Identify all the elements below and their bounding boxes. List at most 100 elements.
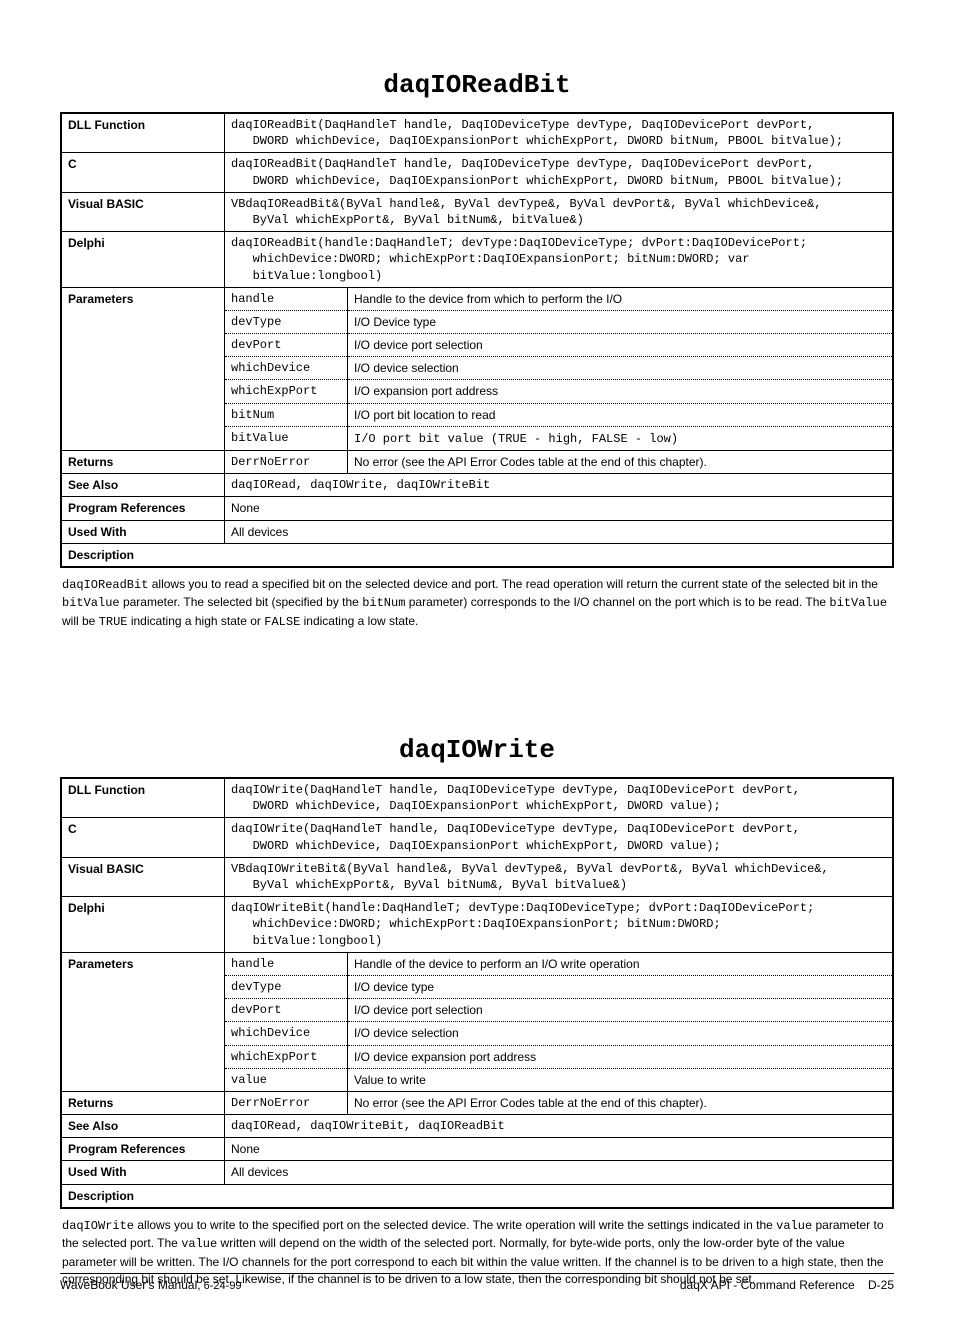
row-delphi: Delphi daqIOWriteBit(handle:DaqHandleT; … [61, 897, 893, 953]
label-usedwith: Used With [61, 520, 225, 543]
t: daqIOWrite [62, 1219, 134, 1233]
param-desc: I/O port bit value (TRUE - high, FALSE -… [348, 426, 894, 450]
val-progref: None [225, 497, 894, 520]
row-returns: Returns DerrNoError No error (see the AP… [61, 451, 893, 474]
row-seealso: See Also daqIORead, daqIOWrite, daqIOWri… [61, 474, 893, 497]
val-c: daqIOWrite(DaqHandleT handle, DaqIODevic… [225, 818, 894, 857]
t: bitValue [829, 596, 887, 610]
row-progref: Program References None [61, 1138, 893, 1161]
param-desc: I/O device selection [348, 1022, 894, 1045]
val-progref: None [225, 1138, 894, 1161]
param-name: value [225, 1068, 348, 1091]
func2-title: daqIOWrite [60, 735, 894, 765]
param-name: handle [225, 287, 348, 310]
param-name: handle [225, 952, 348, 975]
row-vb: Visual BASIC VBdaqIOReadBit&(ByVal handl… [61, 192, 893, 231]
returns-name: DerrNoError [225, 1091, 348, 1114]
label-dll: DLL Function [61, 778, 225, 818]
val-seealso: daqIORead, daqIOWrite, daqIOWriteBit [225, 474, 894, 497]
val-dll: daqIOReadBit(DaqHandleT handle, DaqIODev… [225, 113, 894, 153]
row-usedwith: Used With All devices [61, 1161, 893, 1184]
param-desc: Handle of the device to perform an I/O w… [348, 952, 894, 975]
label-description: Description [61, 1184, 893, 1208]
t: allows you to write to the specified por… [134, 1218, 776, 1232]
param-name: whichDevice [225, 1022, 348, 1045]
label-progref: Program References [61, 1138, 225, 1161]
row-description: Description [61, 543, 893, 567]
param-name: devType [225, 975, 348, 998]
param-name: devPort [225, 999, 348, 1022]
val-seealso: daqIORead, daqIOWriteBit, daqIOReadBit [225, 1115, 894, 1138]
label-vb: Visual BASIC [61, 857, 225, 896]
t: allows you to read a specified bit on th… [148, 577, 878, 591]
t: TRUE [99, 615, 128, 629]
row-dll: DLL Function daqIOWrite(DaqHandleT handl… [61, 778, 893, 818]
label-delphi: Delphi [61, 897, 225, 953]
label-progref: Program References [61, 497, 225, 520]
t: indicating a high state or [128, 614, 265, 628]
val-delphi: daqIOReadBit(handle:DaqHandleT; devType:… [225, 232, 894, 288]
val-delphi: daqIOWriteBit(handle:DaqHandleT; devType… [225, 897, 894, 953]
label-c: C [61, 153, 225, 192]
label-dll: DLL Function [61, 113, 225, 153]
t: value [776, 1219, 812, 1233]
param-name: bitNum [225, 403, 348, 426]
row-usedwith: Used With All devices [61, 520, 893, 543]
param-desc: I/O device selection [348, 357, 894, 380]
func1-title: daqIOReadBit [60, 70, 894, 100]
label-usedwith: Used With [61, 1161, 225, 1184]
func1-table: DLL Function daqIOReadBit(DaqHandleT han… [60, 112, 894, 568]
param-name: devPort [225, 334, 348, 357]
footer-section: daqX API - Command Reference [680, 1278, 855, 1292]
row-param: Parameters handle Handle of the device t… [61, 952, 893, 975]
row-returns: Returns DerrNoError No error (see the AP… [61, 1091, 893, 1114]
val-dll: daqIOWrite(DaqHandleT handle, DaqIODevic… [225, 778, 894, 818]
param-desc: Value to write [348, 1068, 894, 1091]
footer-page: D-25 [868, 1278, 894, 1292]
label-delphi: Delphi [61, 232, 225, 288]
row-progref: Program References None [61, 497, 893, 520]
param-desc: I/O device expansion port address [348, 1045, 894, 1068]
val-vb: VBdaqIOWriteBit&(ByVal handle&, ByVal de… [225, 857, 894, 896]
row-c: C daqIOWrite(DaqHandleT handle, DaqIODev… [61, 818, 893, 857]
param-desc: I/O device port selection [348, 999, 894, 1022]
footer-left: WaveBook User's Manual, 6-24-99 [60, 1278, 242, 1292]
label-seealso: See Also [61, 474, 225, 497]
row-param: Parameters handle Handle to the device f… [61, 287, 893, 310]
param-desc: I/O port bit location to read [348, 403, 894, 426]
param-name: whichExpPort [225, 1045, 348, 1068]
label-c: C [61, 818, 225, 857]
t: value [181, 1237, 217, 1251]
returns-desc: No error (see the API Error Codes table … [348, 451, 894, 474]
param-name: whichExpPort [225, 380, 348, 403]
t: bitValue [62, 596, 120, 610]
func1-description: daqIOReadBit allows you to read a specif… [60, 568, 894, 635]
row-c: C daqIOReadBit(DaqHandleT handle, DaqIOD… [61, 153, 893, 192]
t: FALSE [264, 615, 300, 629]
label-vb: Visual BASIC [61, 192, 225, 231]
param-name: devType [225, 310, 348, 333]
param-desc: I/O expansion port address [348, 380, 894, 403]
label-params: Parameters [61, 287, 225, 450]
t: parameter. The selected bit (specified b… [120, 595, 363, 609]
label-returns: Returns [61, 451, 225, 474]
row-delphi: Delphi daqIOReadBit(handle:DaqHandleT; d… [61, 232, 893, 288]
func2-table: DLL Function daqIOWrite(DaqHandleT handl… [60, 777, 894, 1209]
val-usedwith: All devices [225, 1161, 894, 1184]
param-desc: I/O device port selection [348, 334, 894, 357]
t: indicating a low state. [300, 614, 418, 628]
label-returns: Returns [61, 1091, 225, 1114]
t: daqIOReadBit [62, 578, 148, 592]
param-name: whichDevice [225, 357, 348, 380]
label-params: Parameters [61, 952, 225, 1091]
page: daqIOReadBit DLL Function daqIOReadBit(D… [0, 0, 954, 1322]
param-desc: I/O device type [348, 975, 894, 998]
param-desc: Handle to the device from which to perfo… [348, 287, 894, 310]
footer-manual: WaveBook User's Manual, [60, 1278, 201, 1292]
t: bitNum [362, 596, 405, 610]
footer-right: daqX API - Command Reference D-25 [680, 1278, 894, 1292]
val-c: daqIOReadBit(DaqHandleT handle, DaqIODev… [225, 153, 894, 192]
val-vb: VBdaqIOReadBit&(ByVal handle&, ByVal dev… [225, 192, 894, 231]
row-description: Description [61, 1184, 893, 1208]
t: parameter) corresponds to the I/O channe… [405, 595, 829, 609]
